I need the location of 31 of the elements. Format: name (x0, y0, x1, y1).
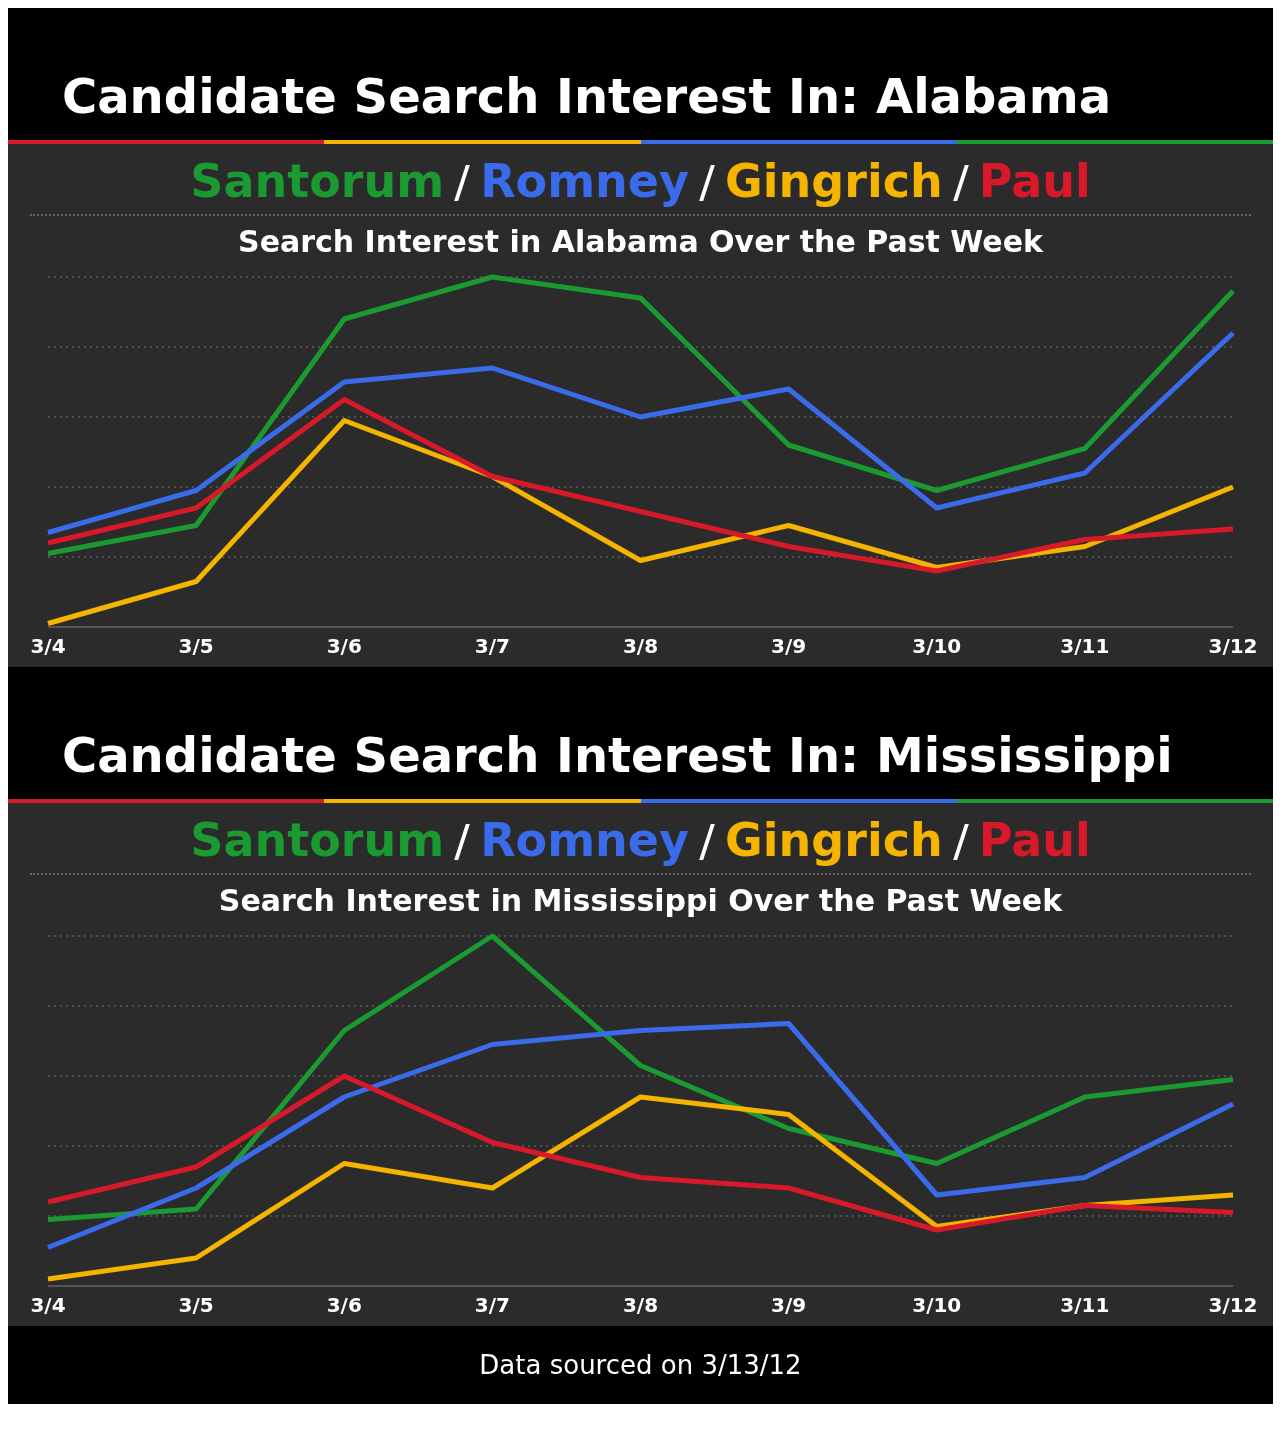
chart-title: Candidate Search Interest In: Alabama (61, 67, 1113, 126)
x-tick-label: 3/4 (30, 634, 66, 659)
x-tick-label: 3/11 (1060, 1293, 1110, 1318)
x-tick-label: 3/8 (622, 634, 659, 659)
x-tick-label: 3/5 (178, 1293, 214, 1318)
series-label: Santorum (190, 154, 445, 208)
x-tick-label: 3/8 (622, 1293, 659, 1318)
x-tick-label: 3/7 (474, 1293, 510, 1318)
chart-subtitle: Search Interest in Alabama Over the Past Week (237, 223, 1044, 261)
x-tick-label: 3/10 (912, 1293, 962, 1318)
text: Data sourced on 3/13/12 (478, 1349, 803, 1382)
text: Paul (978, 154, 1091, 208)
x-tick-label: 3/6 (326, 634, 362, 659)
x-tick-label: 3/9 (771, 1293, 807, 1318)
x-tick-label: 3/9 (771, 634, 807, 659)
chart-subtitle: Search Interest in Mississippi Over the Past Week (217, 882, 1064, 920)
x-tick-label: 3/5 (178, 634, 214, 659)
text: Romney (480, 813, 690, 867)
x-tick-label: 3/12 (1208, 634, 1258, 659)
text: Gingrich (725, 813, 943, 867)
x-tick-label: 3/11 (1060, 634, 1110, 659)
x-tick-label: 3/7 (474, 634, 510, 659)
x-tick-label: 3/6 (326, 1293, 362, 1318)
series-label: Santorum (190, 813, 445, 867)
x-tick-label: 3/10 (912, 634, 962, 659)
x-tick-label: 3/12 (1208, 1293, 1258, 1318)
chart-title: Candidate Search Interest In: Mississippi (61, 726, 1174, 785)
x-tick-label: 3/4 (30, 1293, 66, 1318)
text: Gingrich (725, 154, 943, 208)
text: Romney (480, 154, 690, 208)
text: Paul (978, 813, 1091, 867)
